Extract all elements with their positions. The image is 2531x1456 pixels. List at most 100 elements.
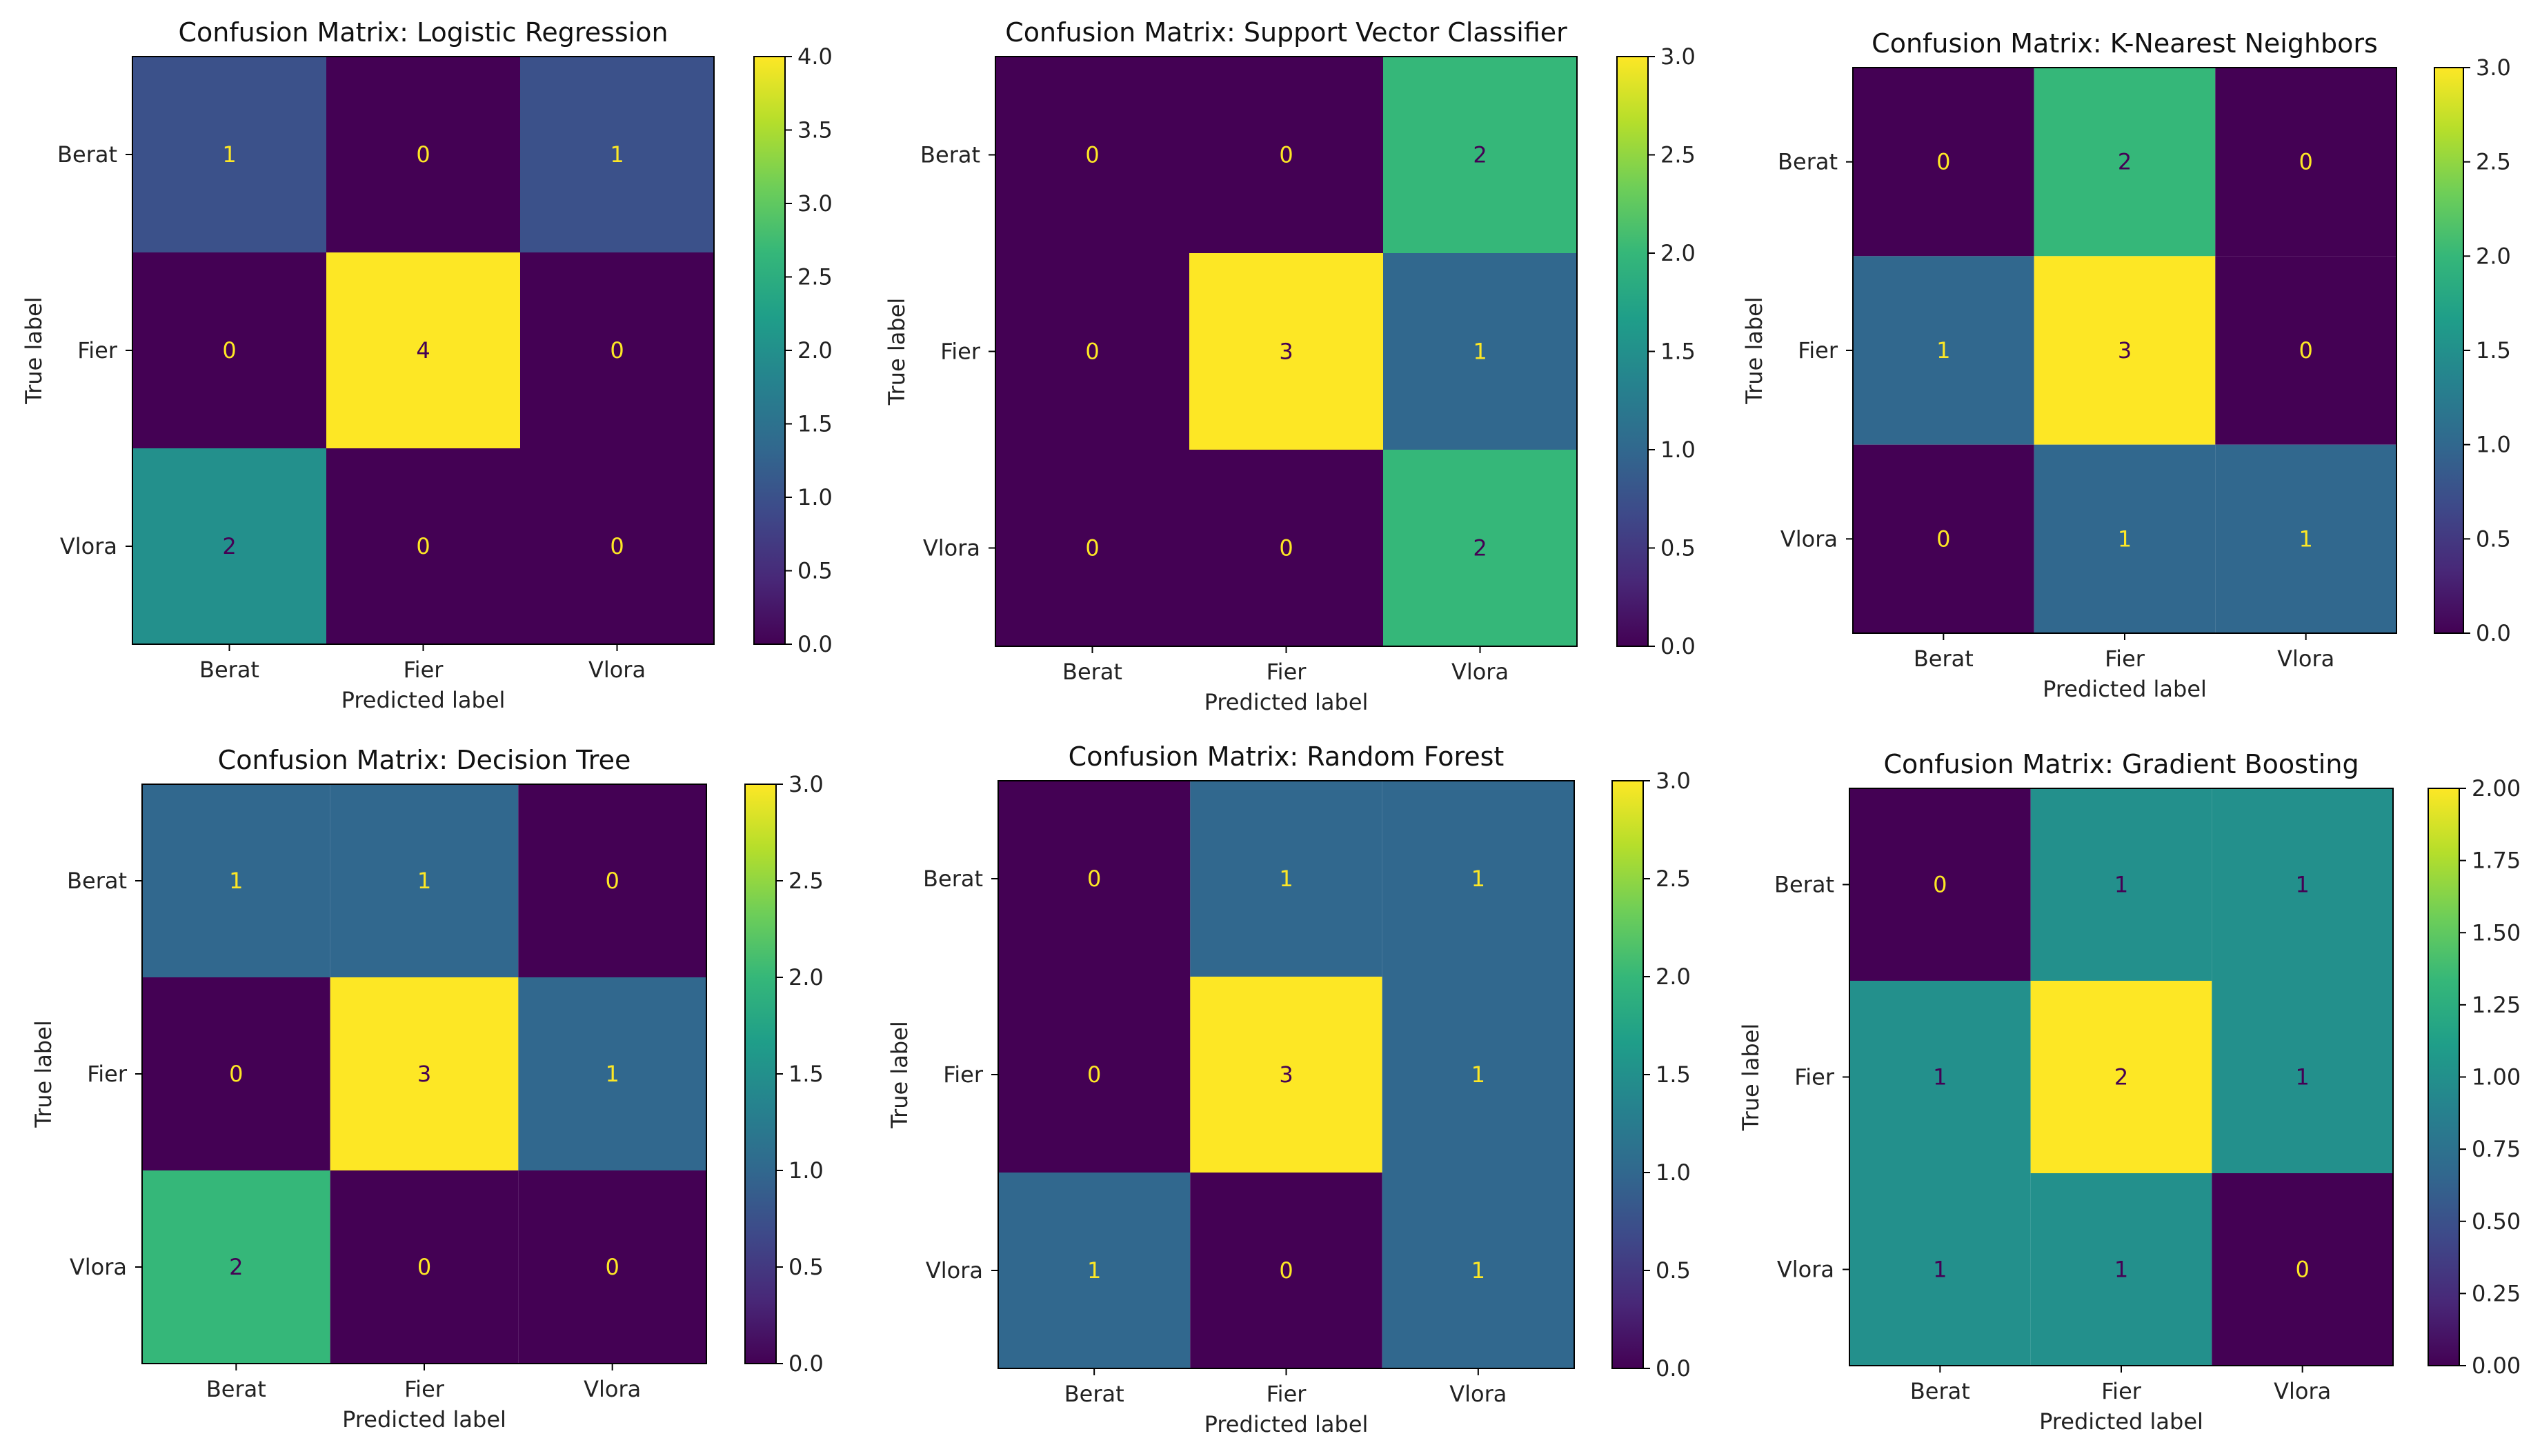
x-tick-label: Vlora	[2274, 1378, 2331, 1404]
cell-value-label: 0	[1085, 535, 1099, 561]
heatmap-cell	[330, 784, 519, 977]
y-axis-label: True label	[30, 1020, 57, 1128]
x-tick-label: Berat	[1914, 646, 1974, 672]
colorbar-tick-label: 0.0	[788, 1350, 824, 1377]
colorbar	[1616, 56, 1649, 647]
colorbar-tick-label: 0.25	[2472, 1280, 2521, 1306]
cell-value-label: 0	[1279, 142, 1293, 168]
heatmap-cell	[995, 57, 1189, 253]
heatmap-cell	[2030, 981, 2212, 1173]
heatmap-cell	[998, 781, 1191, 977]
colorbar-tick-label: 1.50	[2472, 919, 2521, 946]
y-tick-label: Berat	[1774, 872, 1834, 898]
x-tick-label: Berat	[1910, 1378, 1970, 1404]
colorbar-tick-label: 0.0	[2476, 620, 2511, 646]
x-axis-label: Predicted label	[2039, 1408, 2203, 1435]
y-tick-label: Fier	[940, 339, 981, 365]
cell-value-label: 1	[229, 868, 243, 894]
y-axis-label: True label	[884, 298, 910, 406]
colorbar-tick-label: 0.5	[2476, 526, 2511, 552]
heatmap-cell	[1849, 788, 2031, 981]
x-tick-label: Berat	[1062, 659, 1122, 685]
heatmap-cell	[326, 252, 520, 448]
x-tick-label: Berat	[199, 657, 259, 683]
chart-panel-2: 0 0 2 0 3 1 0 0 2 Berat Fier Vlora Berat Fier Vlora Pre…	[884, 17, 1696, 715]
cell-value-label: 1	[1471, 1257, 1485, 1284]
colorbar-tick-label: 1.00	[2472, 1064, 2521, 1090]
y-tick-label: Fier	[1794, 1064, 1835, 1090]
colorbar-tick-label: 2.5	[1656, 866, 1691, 892]
heatmap-cell	[1853, 256, 2034, 445]
heatmap-cell	[1382, 781, 1574, 977]
y-axis-label: True label	[1738, 1024, 1764, 1132]
colorbar-tick-label: 2.5	[1660, 142, 1696, 168]
colorbar-tick-label: 3.0	[2476, 54, 2511, 81]
cell-value-label: 4	[416, 337, 430, 363]
cell-value-label: 0	[1936, 149, 1950, 175]
heatmap-cell	[2215, 256, 2396, 445]
colorbar-tick-label: 1.5	[1660, 339, 1696, 365]
cell-value-label: 1	[2114, 872, 2128, 898]
cell-value-label: 0	[1279, 1257, 1293, 1284]
heatmap-cell	[330, 1170, 519, 1364]
colorbar-tick-label: 2.0	[788, 964, 824, 990]
y-tick-label: Fier	[1798, 337, 1838, 363]
chart-title: Confusion Matrix: Decision Tree	[218, 745, 631, 775]
cell-value-label: 2	[229, 1254, 243, 1280]
x-tick-label: Fier	[404, 657, 444, 683]
heatmap-cell	[518, 1170, 706, 1364]
colorbar-tick-label: 3.5	[797, 117, 833, 143]
heatmap-cell	[2034, 256, 2216, 445]
chart-panel-3: 0 2 0 1 3 0 0 1 1 Berat Fier Vlora Berat Fier Vlora Pre…	[1741, 28, 2511, 702]
cell-value-label: 3	[2118, 337, 2132, 363]
colorbar-tick-label: 1.25	[2472, 992, 2521, 1018]
colorbar	[2428, 788, 2460, 1366]
cell-value-label: 0	[416, 141, 430, 168]
cell-value-label: 1	[1933, 1064, 1947, 1090]
cell-value-label: 1	[605, 1061, 619, 1087]
x-tick-label: Fier	[404, 1376, 445, 1402]
cell-value-label: 1	[417, 868, 431, 894]
cell-value-label: 1	[1473, 339, 1487, 365]
colorbar	[753, 56, 786, 645]
colorbar	[2434, 67, 2464, 634]
heatmap-cell	[142, 784, 330, 977]
chart-title: Confusion Matrix: Support Vector Classif…	[1005, 17, 1567, 48]
cell-value-label: 0	[1087, 866, 1101, 892]
chart-title: Confusion Matrix: Logistic Regression	[178, 17, 668, 48]
y-axis-label: True label	[21, 297, 47, 405]
cell-value-label: 0	[610, 533, 624, 559]
colorbar-tick-label: 0.50	[2472, 1208, 2521, 1235]
heatmap-cell	[1189, 253, 1383, 450]
cell-value-label: 1	[2295, 872, 2309, 898]
y-tick-label: Fier	[77, 337, 118, 363]
cell-value-label: 1	[2114, 1257, 2128, 1283]
x-axis-label: Predicted label	[341, 687, 506, 713]
heatmap-cell	[1190, 977, 1382, 1173]
colorbar-tick-label: 1.5	[788, 1061, 824, 1087]
colorbar	[744, 784, 777, 1364]
colorbar-tick-label: 0.75	[2472, 1136, 2521, 1162]
cell-value-label: 1	[1471, 1061, 1485, 1088]
cell-value-label: 0	[2299, 149, 2312, 175]
x-tick-label: Vlora	[2277, 646, 2334, 672]
y-tick-label: Berat	[923, 866, 983, 892]
heatmap-cell	[326, 448, 520, 644]
heatmap-cell	[998, 1173, 1191, 1368]
heatmap-cell	[995, 253, 1189, 450]
colorbar-tick-label: 0.0	[1656, 1355, 1691, 1382]
heatmap-cell	[2212, 1173, 2393, 1366]
heatmap-cell	[2034, 68, 2216, 257]
colorbar-tick-label: 2.0	[1656, 964, 1691, 990]
cell-value-label: 1	[2299, 526, 2312, 552]
heatmap-cell	[1383, 57, 1577, 253]
colorbar-tick-label: 0.5	[788, 1254, 824, 1280]
x-tick-label: Fier	[2105, 646, 2145, 672]
cell-value-label: 1	[222, 141, 236, 168]
colorbar-tick-label: 3.0	[1660, 43, 1696, 70]
x-axis-label: Predicted label	[1204, 689, 1369, 715]
colorbar-tick-label: 2.0	[797, 337, 833, 363]
cell-value-label: 0	[1933, 872, 1947, 898]
chart-panel-5: 0 1 1 0 3 1 1 0 1 Berat Fier Vlora Berat Fier Vlora Pre…	[886, 741, 1691, 1437]
